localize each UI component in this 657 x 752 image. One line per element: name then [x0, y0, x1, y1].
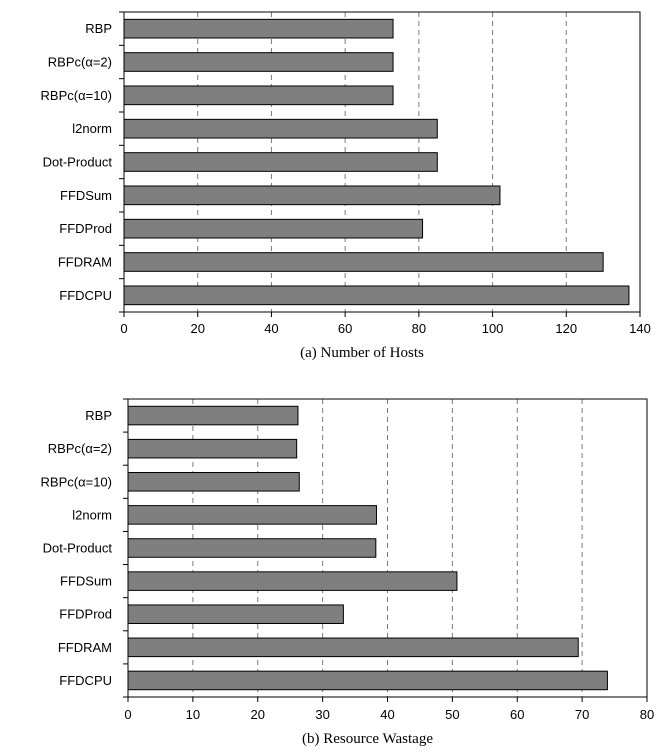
bar-FFDProd [123, 218, 424, 239]
x-tick-label: 0 [120, 321, 127, 336]
x-tick-label: 60 [338, 321, 352, 336]
bar-l2norm [123, 118, 438, 139]
x-tick-label: 140 [629, 321, 651, 336]
x-tick-label: 70 [575, 707, 589, 722]
bar-FFDRAM [127, 637, 579, 658]
category-label: l2norm [72, 507, 112, 522]
category-label: l2norm [72, 121, 112, 136]
x-tick-label: 100 [482, 321, 504, 336]
chart-caption: (a) Number of Hosts [300, 345, 424, 361]
bar-FFDCPU [123, 285, 630, 306]
bar-FFDRAM [123, 252, 604, 272]
bar-l2norm [127, 505, 377, 525]
category-label: Dot-Product [43, 155, 113, 170]
x-tick-label: 80 [412, 321, 426, 336]
bar-RBPc(α=2) [127, 438, 298, 459]
bar-FFDCPU [127, 670, 608, 691]
category-label: FFDCPU [59, 673, 112, 688]
chart-2: RBP RBPc(α=2) RBPc(α=10) l2norm Dot-Product F… [41, 398, 654, 747]
x-tick-label: 40 [264, 321, 278, 336]
x-tick-label: 120 [555, 321, 577, 336]
category-label: RBP [85, 408, 112, 423]
bar-RBPc(α=10) [123, 85, 394, 106]
bar-RBP [127, 405, 299, 426]
category-label: FFDSum [60, 188, 112, 203]
bar-Dot-Product [127, 538, 377, 558]
x-tick-label: 30 [315, 707, 329, 722]
category-label: FFDCPU [59, 288, 112, 303]
x-tick-label: 10 [186, 707, 200, 722]
bar-FFDSum [123, 185, 501, 206]
bar-RBP [123, 18, 394, 39]
chart-caption: (b) Resource Wastage [302, 731, 433, 747]
bar-FFDSum [127, 571, 458, 591]
category-label: FFDProd [59, 607, 112, 622]
x-tick-label: 20 [251, 707, 265, 722]
x-tick-label: 20 [190, 321, 204, 336]
category-label: FFDSum [60, 574, 112, 589]
x-tick-label: 40 [380, 707, 394, 722]
category-label: FFDProd [59, 221, 112, 236]
bar-FFDProd [127, 604, 344, 624]
category-label: FFDRAM [58, 640, 112, 655]
bar-RBPc(α=2) [123, 52, 394, 72]
category-label: RBP [85, 21, 112, 36]
category-label: Dot-Product [43, 541, 113, 556]
category-label: RBPc(α=10) [41, 88, 112, 103]
bar-RBPc(α=10) [127, 472, 300, 492]
x-tick-label: 60 [510, 707, 524, 722]
x-tick-label: 80 [640, 707, 654, 722]
category-label: FFDRAM [58, 255, 112, 270]
category-label: RBPc(α=2) [48, 55, 112, 70]
category-label: RBPc(α=10) [41, 474, 112, 489]
category-label: RBPc(α=2) [48, 441, 112, 456]
chart-1: RBP RBPc(α=2) RBPc(α=10) l2norm Dot-Product F… [41, 11, 651, 361]
x-tick-label: 50 [445, 707, 459, 722]
x-tick-label: 0 [124, 707, 131, 722]
bar-Dot-Product [123, 152, 438, 172]
